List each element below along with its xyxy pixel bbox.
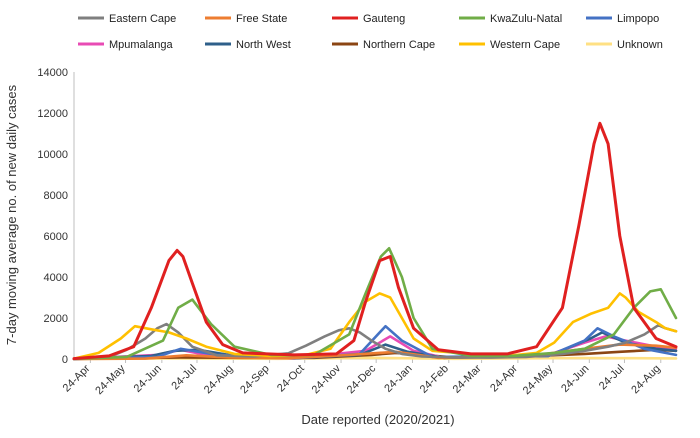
y-tick-label: 6000	[44, 231, 68, 243]
x-tick-label: 24-May	[93, 362, 128, 397]
x-tick-label: 24-Oct	[275, 363, 307, 395]
y-tick-label: 8000	[44, 190, 68, 202]
x-tick-label: 24-Dec	[345, 362, 379, 396]
y-axis: 0 2000 4000 6000 8000 10000 12000 14000	[37, 67, 75, 366]
legend: Eastern Cape Free State Gauteng KwaZulu-Nat…	[78, 13, 663, 51]
legend-label-eastern-cape: Eastern Cape	[109, 13, 176, 25]
x-tick-label: 24-Apr	[488, 362, 520, 394]
x-tick-label: 24-Apr	[61, 362, 93, 394]
x-axis-title: Date reported (2020/2021)	[301, 412, 454, 427]
x-tick-label: 24-Jun	[559, 363, 591, 395]
series-line-eastern-cape	[72, 322, 678, 361]
y-tick-label: 10000	[37, 149, 68, 161]
x-tick-label: 24-Jul	[597, 363, 627, 393]
y-tick-label: 12000	[37, 108, 68, 120]
y-tick-label: 4000	[44, 272, 68, 284]
y-axis-title: 7-day moving average no. of new daily ca…	[4, 84, 19, 345]
x-tick-label: 24-Mar	[451, 362, 484, 395]
series-line-gauteng	[72, 121, 678, 361]
legend-label-gauteng: Gauteng	[363, 13, 405, 25]
x-tick-label: 24-Aug	[202, 363, 236, 397]
series-line-kwazulu-natal	[72, 247, 678, 361]
series-line-western-cape	[72, 292, 678, 360]
x-tick-label: 24-Nov	[310, 362, 344, 396]
y-tick-label: 0	[62, 354, 68, 366]
series-line-limpopo	[72, 324, 678, 361]
legend-label-unknown: Unknown	[617, 39, 663, 51]
x-tick-label: 24-Sep	[238, 363, 272, 397]
x-tick-label: 24-Aug	[629, 363, 663, 397]
x-tick-label: 24-Jun	[132, 363, 164, 395]
plot-series	[72, 121, 678, 361]
x-tick-label: 24-Jan	[382, 363, 414, 395]
legend-label-north-west: North West	[236, 39, 291, 51]
x-tick-label: 24-Feb	[418, 363, 451, 396]
x-tick-label: 24-Jul	[169, 363, 199, 393]
legend-label-northern-cape: Northern Cape	[363, 39, 435, 51]
legend-label-limpopo: Limpopo	[617, 13, 659, 25]
x-tick-label: 24-May	[521, 362, 556, 397]
legend-label-kwazulu-natal: KwaZulu-Natal	[490, 13, 562, 25]
legend-label-western-cape: Western Cape	[490, 39, 560, 51]
x-axis: 24-Apr 24-May 24-Jun 24-Jul 24-Aug 24-Sep 24-O…	[61, 358, 676, 397]
legend-label-mpumalanga: Mpumalanga	[109, 39, 173, 51]
legend-label-free-state: Free State	[236, 13, 287, 25]
y-tick-label: 2000	[44, 313, 68, 325]
y-tick-label: 14000	[37, 67, 68, 79]
